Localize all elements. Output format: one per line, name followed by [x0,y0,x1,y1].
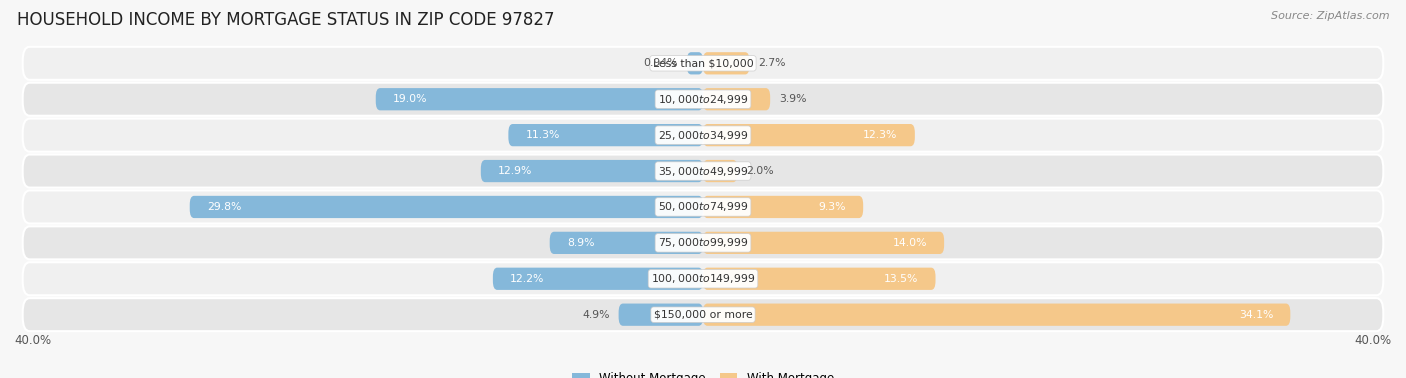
Text: Less than $10,000: Less than $10,000 [652,58,754,68]
Text: 2.7%: 2.7% [758,58,786,68]
Text: 14.0%: 14.0% [893,238,927,248]
Text: $50,000 to $74,999: $50,000 to $74,999 [658,200,748,214]
FancyBboxPatch shape [509,124,703,146]
Text: 29.8%: 29.8% [207,202,242,212]
FancyBboxPatch shape [703,88,770,110]
Text: $35,000 to $49,999: $35,000 to $49,999 [658,164,748,178]
Text: 2.0%: 2.0% [747,166,773,176]
FancyBboxPatch shape [703,160,738,182]
Text: $75,000 to $99,999: $75,000 to $99,999 [658,236,748,249]
Text: 3.9%: 3.9% [779,94,806,104]
Text: 12.2%: 12.2% [510,274,544,284]
FancyBboxPatch shape [703,196,863,218]
Text: 11.3%: 11.3% [526,130,560,140]
FancyBboxPatch shape [481,160,703,182]
FancyBboxPatch shape [22,119,1384,152]
Text: 40.0%: 40.0% [14,335,51,347]
Legend: Without Mortgage, With Mortgage: Without Mortgage, With Mortgage [567,367,839,378]
FancyBboxPatch shape [22,155,1384,187]
FancyBboxPatch shape [703,304,1291,326]
Text: $100,000 to $149,999: $100,000 to $149,999 [651,272,755,285]
FancyBboxPatch shape [703,52,749,74]
FancyBboxPatch shape [22,226,1384,259]
FancyBboxPatch shape [703,268,935,290]
FancyBboxPatch shape [22,47,1384,80]
Text: $25,000 to $34,999: $25,000 to $34,999 [658,129,748,142]
Text: 12.3%: 12.3% [863,130,897,140]
FancyBboxPatch shape [22,191,1384,223]
Text: 0.94%: 0.94% [644,58,678,68]
Text: 12.9%: 12.9% [498,166,533,176]
FancyBboxPatch shape [703,232,945,254]
FancyBboxPatch shape [22,83,1384,116]
FancyBboxPatch shape [375,88,703,110]
Text: 4.9%: 4.9% [582,310,610,320]
Text: 34.1%: 34.1% [1239,310,1272,320]
Text: $10,000 to $24,999: $10,000 to $24,999 [658,93,748,106]
Text: 19.0%: 19.0% [392,94,427,104]
FancyBboxPatch shape [703,124,915,146]
Text: 40.0%: 40.0% [1355,335,1392,347]
Text: 8.9%: 8.9% [567,238,595,248]
FancyBboxPatch shape [619,304,703,326]
FancyBboxPatch shape [494,268,703,290]
FancyBboxPatch shape [22,298,1384,331]
FancyBboxPatch shape [22,262,1384,295]
FancyBboxPatch shape [686,52,703,74]
Text: 9.3%: 9.3% [818,202,846,212]
Text: HOUSEHOLD INCOME BY MORTGAGE STATUS IN ZIP CODE 97827: HOUSEHOLD INCOME BY MORTGAGE STATUS IN Z… [17,11,554,29]
Text: $150,000 or more: $150,000 or more [654,310,752,320]
FancyBboxPatch shape [550,232,703,254]
FancyBboxPatch shape [190,196,703,218]
Text: Source: ZipAtlas.com: Source: ZipAtlas.com [1271,11,1389,21]
Text: 13.5%: 13.5% [884,274,918,284]
